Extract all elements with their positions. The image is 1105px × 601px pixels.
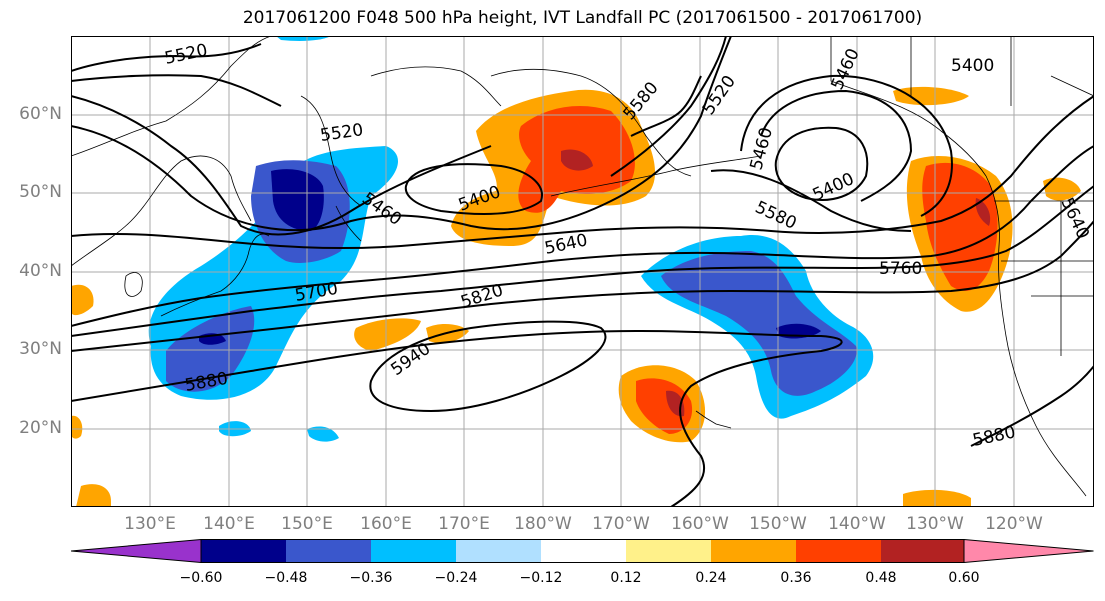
colorbar-tick-1: −0.60 bbox=[179, 570, 223, 586]
colorbar-tick-2: −0.48 bbox=[264, 570, 308, 586]
ivt-shade-left-orange-1 bbox=[71, 284, 94, 316]
contour-5580-alaska bbox=[630, 75, 702, 137]
lon-label-130e: 130°E bbox=[124, 514, 176, 534]
contour-5640 bbox=[71, 95, 1094, 250]
map-title: 2017061200 F048 500 hPa height, IVT Land… bbox=[242, 8, 923, 28]
contour-5520-east bbox=[610, 36, 727, 177]
colorbar-tick-9: 0.48 bbox=[865, 570, 897, 586]
lon-label-180w: 180°W bbox=[514, 514, 572, 534]
ivt-shade-topright-orange bbox=[893, 86, 969, 106]
lon-label-150e: 150°E bbox=[281, 514, 333, 534]
lon-label-160e: 160°E bbox=[360, 514, 412, 534]
contour-5940 bbox=[369, 320, 607, 413]
colorbar-segment-4 bbox=[456, 539, 541, 563]
coast-alaska bbox=[490, 68, 692, 177]
ivt-shade-top bbox=[276, 36, 331, 41]
colorbar-tick-10: 0.60 bbox=[948, 570, 980, 586]
colorbar-segment-9 bbox=[881, 539, 964, 563]
ivt-shade-central-blue bbox=[661, 251, 857, 396]
contour-5700 bbox=[71, 145, 1094, 327]
contour-label-5400-c: 5400 bbox=[951, 56, 994, 76]
lon-label-170w: 170°W bbox=[592, 514, 650, 534]
ivt-shade-japan-blue bbox=[166, 306, 255, 392]
colorbar-segment-6 bbox=[626, 539, 711, 563]
graticule bbox=[71, 36, 1094, 507]
map-panel: 5520 5520 5520 5460 5460 5460 5400 5400 … bbox=[71, 36, 1094, 507]
coast-hawaii bbox=[695, 410, 732, 429]
ivt-positive-shading bbox=[71, 86, 1081, 507]
coast-aleutians bbox=[550, 155, 762, 197]
contour-5520-ring bbox=[740, 74, 953, 217]
ivt-shade-kuril-navy bbox=[271, 169, 324, 231]
colorbar-tick-7: 0.24 bbox=[695, 570, 727, 586]
map-frame bbox=[71, 36, 1094, 507]
contour-5880 bbox=[71, 329, 843, 507]
ivt-shade-alaska-darkred bbox=[561, 149, 593, 171]
contour-5460-east bbox=[760, 89, 913, 202]
coastlines bbox=[71, 36, 1094, 497]
contour-5520-west bbox=[71, 43, 262, 72]
colorbar-segment-5 bbox=[541, 539, 626, 563]
lon-label-140w: 140°W bbox=[828, 514, 886, 534]
coast-asia-east bbox=[71, 155, 252, 267]
contour-5520-main bbox=[71, 95, 492, 236]
colorbar-segment-7 bbox=[711, 539, 796, 563]
colorbar-segment-1 bbox=[201, 539, 286, 563]
ivt-shade-mid-orange-1 bbox=[354, 318, 421, 351]
lon-label-150w: 150°W bbox=[749, 514, 807, 534]
lat-label-50n: 50°N bbox=[19, 182, 62, 202]
colorbar-tick-6: 0.12 bbox=[610, 570, 642, 586]
lon-label-120w: 120°W bbox=[985, 514, 1043, 534]
colorbar-extend-min bbox=[70, 538, 202, 564]
lon-label-140e: 140°E bbox=[203, 514, 255, 534]
ivt-shade-bc-darkred bbox=[975, 198, 991, 226]
contour-5760 bbox=[71, 185, 1094, 337]
contour-5880-east bbox=[970, 365, 1094, 447]
coast-kamchatka bbox=[300, 95, 362, 207]
lon-label-130w: 130°W bbox=[906, 514, 964, 534]
lat-label-20n: 20°N bbox=[19, 418, 62, 438]
lat-label-30n: 30°N bbox=[19, 339, 62, 359]
ivt-shade-bottom-orange bbox=[903, 489, 971, 507]
border-states bbox=[1001, 201, 1094, 356]
contour-5820 bbox=[71, 220, 1094, 352]
ivt-shade-right-orange bbox=[1043, 177, 1081, 201]
coast-siberia bbox=[370, 66, 502, 107]
ivt-shade-left-orange-2 bbox=[71, 415, 83, 439]
coast-na-west bbox=[985, 175, 1087, 497]
coast-kuril bbox=[335, 205, 362, 242]
height-contours bbox=[71, 36, 1094, 507]
colorbar-extend-max bbox=[963, 538, 1094, 564]
colorbar-tick-5: −0.12 bbox=[519, 570, 563, 586]
colorbar bbox=[70, 538, 1094, 564]
colorbar-segment-3 bbox=[371, 539, 456, 563]
coast-gulf-alaska bbox=[830, 36, 987, 177]
coast-japan bbox=[160, 233, 270, 317]
colorbar-tick-4: −0.24 bbox=[434, 570, 478, 586]
coast-asia bbox=[71, 36, 272, 157]
colorbar-segment-8 bbox=[796, 539, 881, 563]
lon-label-170e: 170°E bbox=[438, 514, 490, 534]
contour-label-5760: 5760 bbox=[879, 259, 922, 279]
contour-5460-mid bbox=[71, 36, 732, 232]
contour-5400-low bbox=[404, 163, 543, 215]
contour-5460-west bbox=[71, 74, 282, 107]
ivt-shade-left-orange-3 bbox=[76, 484, 111, 507]
ivt-shade-hawaii-red bbox=[636, 378, 693, 434]
ivt-shade-small-2 bbox=[307, 426, 339, 442]
lat-label-60n: 60°N bbox=[19, 104, 62, 124]
colorbar-tick-8: 0.36 bbox=[780, 570, 812, 586]
lon-label-160w: 160°W bbox=[671, 514, 729, 534]
lat-label-40n: 40°N bbox=[19, 261, 62, 281]
coast-korea bbox=[124, 272, 143, 297]
colorbar-segment-2 bbox=[286, 539, 371, 563]
contour-5400-east-low bbox=[774, 126, 869, 201]
border-ca-interior bbox=[910, 36, 1094, 106]
colorbar-tick-3: −0.36 bbox=[349, 570, 393, 586]
